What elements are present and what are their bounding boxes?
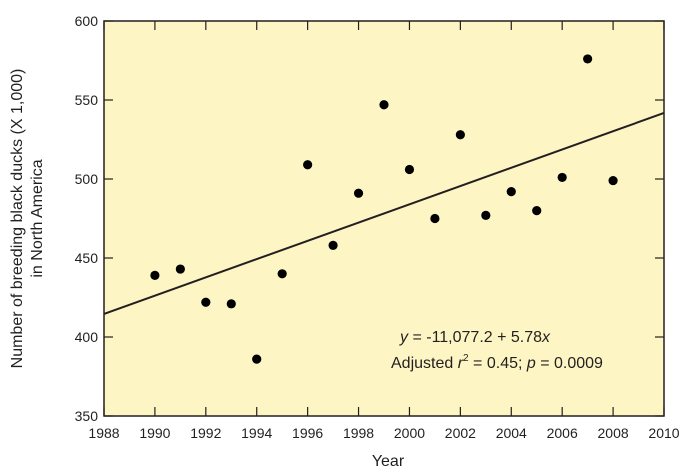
- regression-equation: y = -11,077.2 + 5.78x: [399, 329, 551, 346]
- x-tick-label: 1998: [343, 425, 374, 441]
- data-point: [557, 172, 567, 183]
- data-point: [430, 213, 440, 224]
- data-point: [252, 354, 262, 364]
- plot-area: [104, 21, 664, 416]
- data-point: [481, 210, 491, 220]
- y-tick-label: 400: [75, 329, 99, 345]
- data-point: [379, 100, 389, 110]
- data-point: [175, 264, 185, 274]
- regression-stats: Adjusted r2 = 0.45; p = 0.0009: [391, 353, 603, 372]
- y-tick-label: 500: [75, 171, 99, 187]
- y-tick-label: 450: [75, 250, 99, 266]
- y-axis-title: Number of breeding black ducks (X 1,000)…: [9, 69, 46, 369]
- x-tick-label: 1988: [88, 425, 119, 441]
- data-point: [532, 206, 542, 216]
- x-tick-label: 2002: [445, 425, 476, 441]
- y-axis-title-line-2: in North America: [29, 159, 46, 277]
- x-tick-labels: 1988 1990 1992 1994 1996 1998 2000 2002 2004 2006…: [88, 425, 679, 441]
- data-point: [303, 160, 313, 170]
- eq-body: = -11,077.2 + 5.78: [408, 329, 542, 346]
- y-tick-label: 600: [75, 13, 99, 29]
- x-tick-label: 2000: [394, 425, 425, 441]
- eq-x-var: x: [541, 329, 551, 346]
- y-tick-label: 350: [75, 408, 99, 424]
- x-tick-label: 1990: [139, 425, 170, 441]
- x-tick-label: 2004: [496, 425, 527, 441]
- x-tick-label: 1992: [190, 425, 221, 441]
- stats-r-superscript: 2: [463, 353, 469, 364]
- data-point: [201, 297, 211, 307]
- data-point: [506, 187, 516, 197]
- regression-line: [103, 112, 665, 315]
- data-point: [353, 188, 364, 198]
- y-axis-title-line-1: Number of breeding black ducks (X 1,000): [9, 69, 26, 369]
- x-tick-label: 2008: [598, 425, 629, 441]
- stats-p: p: [526, 355, 536, 372]
- stats-r-value: = 0.45;: [469, 355, 527, 372]
- data-point: [277, 269, 287, 279]
- data-point: [608, 175, 618, 186]
- data-point: [583, 54, 593, 64]
- plot-frame: [103, 20, 665, 417]
- data-point: [455, 130, 465, 140]
- data-point: [150, 270, 160, 280]
- y-tick-labels: 350 400 450 500 550 600: [75, 13, 99, 424]
- stats-p-value: = 0.0009: [536, 355, 603, 372]
- stats-prefix: Adjusted: [391, 355, 458, 372]
- data-point: [226, 299, 236, 309]
- stats-r: r: [458, 355, 464, 372]
- x-tick-label: 2010: [648, 425, 679, 441]
- x-tick-label: 2006: [547, 425, 578, 441]
- data-points: [150, 54, 618, 364]
- data-point: [328, 240, 338, 250]
- x-axis-title: Year: [372, 453, 405, 470]
- x-tick-label: 1994: [241, 425, 272, 441]
- eq-y-var: y: [399, 329, 409, 346]
- data-point: [404, 164, 415, 175]
- y-tick-label: 550: [75, 92, 99, 108]
- x-tick-label: 1996: [292, 425, 323, 441]
